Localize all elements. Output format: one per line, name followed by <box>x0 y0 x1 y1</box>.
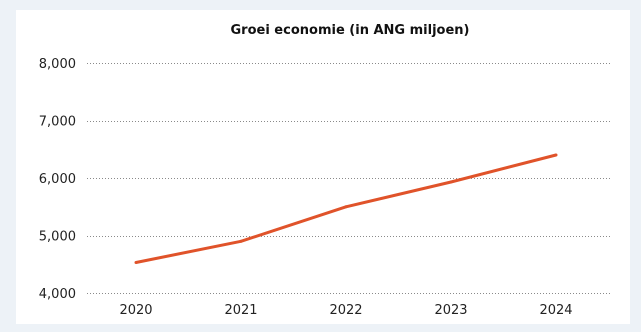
gridlines <box>87 63 610 294</box>
series-line <box>135 153 557 264</box>
data-point <box>239 239 243 243</box>
chart-panel <box>16 10 630 324</box>
x-axis-ticks: 2020 2021 2022 2023 2024 <box>119 303 572 318</box>
x-tick-label: 2020 <box>119 303 152 318</box>
y-tick-label: 4,000 <box>39 287 76 302</box>
data-point <box>344 205 348 209</box>
chart-title: Groei economie (in ANG miljoen) <box>231 23 470 38</box>
data-point <box>554 153 558 157</box>
y-axis-ticks: 4,000 5,000 6,000 7,000 8,000 <box>39 57 76 302</box>
y-tick-label: 5,000 <box>39 230 76 245</box>
series-layer <box>134 153 558 264</box>
data-point <box>449 180 453 184</box>
x-tick-label: 2024 <box>539 303 572 318</box>
x-tick-label: 2023 <box>434 303 467 318</box>
x-tick-label: 2021 <box>224 303 257 318</box>
x-tick-label: 2022 <box>329 303 362 318</box>
y-tick-label: 8,000 <box>39 57 76 72</box>
y-tick-label: 7,000 <box>39 115 76 130</box>
data-point <box>134 261 138 264</box>
y-tick-label: 6,000 <box>39 172 76 187</box>
